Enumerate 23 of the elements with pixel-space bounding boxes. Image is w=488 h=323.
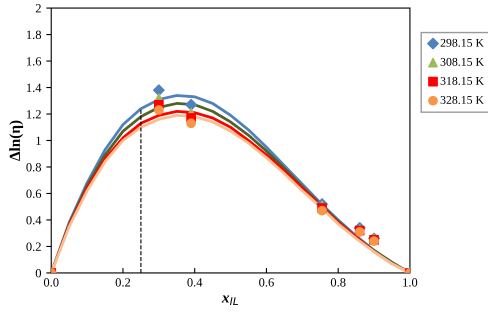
- y-tick-label: 2: [36, 4, 41, 12]
- x-tick-label: 0.6: [259, 278, 274, 287]
- y-tick-label: 1: [36, 136, 41, 145]
- y-tick-label: 0.2: [26, 242, 41, 251]
- x-tick-label: 0.2: [116, 278, 130, 287]
- y-axis-title: Δln(η): [9, 120, 24, 161]
- y-tick-label: 0.4: [26, 216, 42, 224]
- x-tick-label: 0.8: [330, 278, 346, 287]
- y-tick-label: 1.6: [26, 57, 42, 66]
- y-tick-label: 0.6: [26, 190, 42, 198]
- x-tick-label: 0.4: [187, 278, 202, 287]
- y-tick-label: 0: [36, 268, 42, 278]
- x-tick-label: 1.0: [403, 278, 418, 287]
- y-tick-label: 1.4: [26, 84, 42, 92]
- y-tick-label: 1.8: [26, 30, 42, 40]
- y-tick-label: 0.8: [26, 163, 42, 172]
- x-axis-title: x$_{IL}$: [222, 295, 238, 306]
- legend-label: 328.15 K: [440, 96, 484, 104]
- x-tick-label: 0.0: [44, 278, 59, 287]
- legend-label: 308.15 K: [440, 58, 484, 66]
- legend-label: 318.15 K: [440, 76, 484, 85]
- legend-label: 298.15 K: [440, 38, 484, 47]
- y-tick-label: 1.2: [26, 110, 41, 119]
